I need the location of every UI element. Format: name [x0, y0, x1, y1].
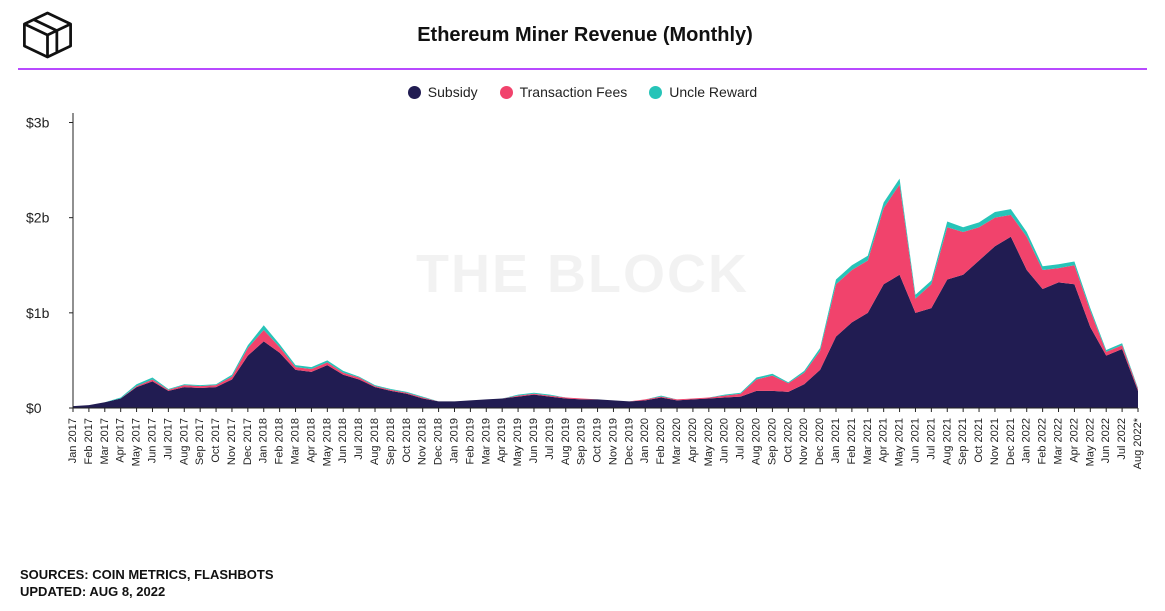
x-tick-label: Feb 2022: [1037, 418, 1049, 464]
x-tick-label: Jul 2018: [353, 418, 365, 460]
legend-swatch: [649, 86, 662, 99]
x-tick-label: Mar 2020: [671, 418, 683, 464]
x-tick-label: Nov 2018: [417, 418, 429, 465]
x-tick-label: Apr 2017: [115, 418, 127, 463]
legend: Subsidy Transaction Fees Uncle Reward: [0, 70, 1165, 108]
x-tick-label: Jul 2019: [544, 418, 556, 460]
x-tick-label: Jan 2019: [448, 418, 460, 463]
x-tick-label: Jan 2022: [1021, 418, 1033, 463]
x-tick-label: Jan 2017: [67, 418, 79, 463]
x-tick-label: Apr 2018: [305, 418, 317, 463]
x-tick-label: Nov 2021: [989, 418, 1001, 465]
x-tick-label: Jan 2018: [258, 418, 270, 463]
x-tick-label: May 2017: [131, 418, 143, 466]
x-tick-label: Oct 2017: [210, 418, 222, 463]
x-tick-label: Apr 2021: [878, 418, 890, 463]
x-tick-label: May 2021: [894, 418, 906, 466]
x-tick-label: Dec 2020: [814, 418, 826, 465]
x-tick-label: Jul 2022: [1116, 418, 1128, 460]
footer-sources: SOURCES: COIN METRICS, FLASHBOTS: [20, 566, 274, 584]
legend-label: Uncle Reward: [669, 84, 757, 100]
x-tick-label: Jun 2018: [337, 418, 349, 463]
y-tick-label: $0: [26, 400, 42, 416]
x-tick-label: Jul 2017: [162, 418, 174, 460]
x-tick-label: Dec 2021: [1005, 418, 1017, 465]
legend-label: Transaction Fees: [520, 84, 628, 100]
x-tick-label: Aug 2020: [751, 418, 763, 465]
x-tick-label: Aug 2022*: [1132, 417, 1144, 469]
x-tick-label: Sep 2021: [957, 418, 969, 465]
x-tick-label: Mar 2018: [290, 418, 302, 464]
x-tick-label: Feb 2017: [83, 418, 95, 464]
chart-container: THE BLOCK $0$1b$2b$3bJan 2017Feb 2017Mar…: [18, 108, 1147, 503]
x-tick-label: Jul 2021: [925, 418, 937, 460]
x-tick-label: Jun 2020: [719, 418, 731, 463]
x-tick-label: Jun 2021: [909, 418, 921, 463]
x-tick-label: Jun 2017: [146, 418, 158, 463]
x-tick-label: Sep 2019: [576, 418, 588, 465]
chart-title: Ethereum Miner Revenue (Monthly): [25, 24, 1145, 47]
x-tick-label: Oct 2020: [782, 418, 794, 463]
x-tick-label: Apr 2022: [1068, 418, 1080, 463]
x-tick-label: Mar 2022: [1053, 418, 1065, 464]
area-chart: $0 $1b $2b $3b Jan 2017 Feb 2017 Mar 2017 Apr 2…: [18, 108, 1146, 503]
legend-swatch: [408, 86, 421, 99]
x-tick-label: Aug 2019: [560, 418, 572, 465]
x-tick-label: Jun 2022: [1100, 418, 1112, 463]
x-tick-label: Jan 2021: [830, 418, 842, 463]
x-tick-label: May 2022: [1084, 418, 1096, 466]
x-tick-label: Nov 2017: [226, 418, 238, 465]
x-tick-label: Mar 2017: [99, 418, 111, 464]
x-tick-label: Aug 2018: [369, 418, 381, 465]
x-tick-label: Feb 2018: [274, 418, 286, 464]
x-tick-label: Feb 2021: [846, 418, 858, 464]
x-tick-label: Nov 2019: [607, 418, 619, 465]
footer-credits: SOURCES: COIN METRICS, FLASHBOTS UPDATED…: [20, 566, 274, 601]
x-tick-label: Feb 2019: [464, 418, 476, 464]
x-tick-label: May 2019: [512, 418, 524, 466]
x-tick-label: Jan 2020: [639, 418, 651, 463]
y-tick-label: $1b: [26, 305, 50, 321]
x-tick-label: Sep 2018: [385, 418, 397, 465]
legend-swatch: [500, 86, 513, 99]
x-tick-label: Dec 2017: [242, 418, 254, 465]
x-tick-label: Mar 2019: [480, 418, 492, 464]
x-tick-label: Oct 2018: [401, 418, 413, 463]
x-tick-label: Dec 2018: [433, 418, 445, 465]
footer-updated: UPDATED: AUG 8, 2022: [20, 583, 274, 601]
x-tick-label: May 2020: [703, 418, 715, 466]
x-tick-label: Jun 2019: [528, 418, 540, 463]
header: Ethereum Miner Revenue (Monthly): [0, 0, 1165, 68]
x-tick-label: Oct 2021: [973, 418, 985, 463]
legend-item: Uncle Reward: [649, 84, 757, 100]
x-tick-label: Aug 2017: [178, 418, 190, 465]
legend-label: Subsidy: [428, 84, 478, 100]
x-tick-label: Apr 2020: [687, 418, 699, 463]
x-tick-label: Sep 2017: [194, 418, 206, 465]
x-tick-label: Jul 2020: [735, 418, 747, 460]
legend-item: Subsidy: [408, 84, 478, 100]
x-tick-label: Apr 2019: [496, 418, 508, 463]
y-tick-label: $3b: [26, 115, 50, 131]
legend-item: Transaction Fees: [500, 84, 628, 100]
x-tick-label: Dec 2019: [623, 418, 635, 465]
x-tick-label: Sep 2020: [766, 418, 778, 465]
x-tick-label: Mar 2021: [862, 418, 874, 464]
x-tick-label: May 2018: [321, 418, 333, 466]
y-tick-label: $2b: [26, 210, 50, 226]
area-subsidy: [73, 237, 1138, 408]
x-tick-label: Oct 2019: [592, 418, 604, 463]
x-tick-label: Feb 2020: [655, 418, 667, 464]
x-tick-label: Aug 2021: [941, 418, 953, 465]
x-tick-label: Nov 2020: [798, 418, 810, 465]
